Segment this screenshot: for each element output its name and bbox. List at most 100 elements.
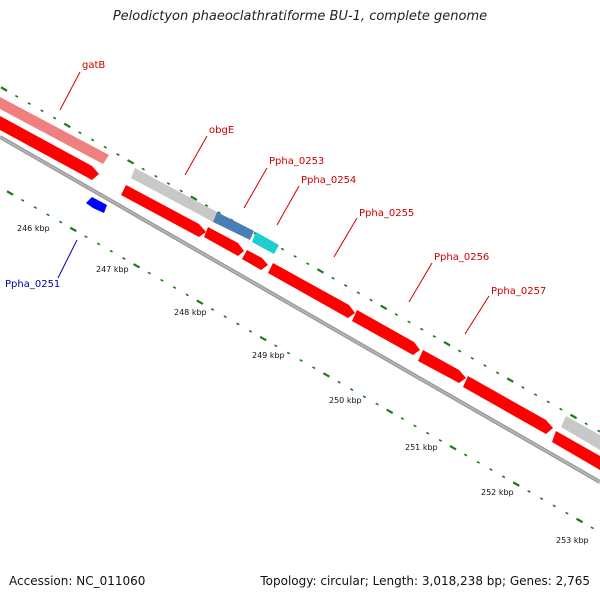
rna-feature-obgE[interactable] (131, 168, 217, 222)
gene-label-ppha0251[interactable]: Ppha_0251 (5, 279, 60, 290)
kbp-tick (449, 445, 457, 451)
gene-ppha0255[interactable] (268, 263, 355, 318)
kbp-tick (527, 489, 531, 493)
kbp-tick (375, 402, 379, 406)
kbp-label: 252 kbp (481, 488, 514, 497)
rna-feature-right[interactable] (561, 416, 600, 450)
outer-tick (559, 407, 563, 411)
map-title: Pelodictyon phaeoclathratiforme BU-1, co… (112, 9, 488, 24)
outer-tick (63, 122, 71, 129)
kbp-label-layer: 246 kbp 247 kbp 248 kbp 249 kbp 250 kbp … (17, 224, 589, 545)
gene-label-ppha0257[interactable]: Ppha_0257 (491, 286, 546, 297)
backbone (0, 135, 600, 484)
gene-ppha0254-outer[interactable] (252, 232, 279, 254)
kbp-tick (322, 372, 331, 378)
gene-ppha0256[interactable] (352, 310, 420, 355)
label-leaders (57, 71, 490, 335)
gene-gatB-outer[interactable] (0, 97, 109, 164)
outer-tick (584, 422, 588, 426)
genome-summary-text: Topology: circular; Length: 3,018,238 bp… (260, 574, 590, 588)
kbp-tick (172, 286, 177, 290)
gene-ppha0258[interactable] (463, 376, 553, 434)
outer-tick (356, 291, 361, 295)
kbp-label: 250 kbp (329, 396, 362, 405)
kbp-tick (132, 263, 141, 269)
gene-ppha0257[interactable] (418, 350, 466, 383)
gene-ppha0254[interactable] (242, 250, 268, 270)
kbp-tick (476, 460, 481, 464)
kbp-tick (386, 408, 394, 415)
kbp-tick (33, 206, 38, 209)
gene-obgE[interactable] (121, 185, 206, 237)
kbp-tick (6, 190, 14, 196)
outer-tick (217, 211, 221, 215)
outer-tick (293, 254, 297, 258)
kbp-tick (565, 511, 569, 515)
kbp-tick (69, 226, 77, 233)
kbp-tick (413, 424, 417, 428)
kbp-tick (286, 351, 291, 355)
kbp-tick (350, 388, 354, 391)
kbp-tick-track (6, 190, 594, 530)
gene-ppha0253-outer[interactable] (213, 212, 254, 240)
outer-tick (546, 400, 550, 404)
outer-tick (154, 174, 158, 178)
kbp-tick (552, 504, 556, 508)
outer-tick (443, 341, 451, 347)
kbp-tick (400, 417, 405, 421)
outer-tick (78, 131, 82, 135)
gene-ppha0251[interactable] (86, 197, 107, 213)
gene-label-ppha0254[interactable]: Ppha_0254 (301, 175, 356, 186)
outer-tick (90, 138, 95, 142)
outer-tick (495, 371, 500, 375)
kbp-tick (438, 438, 443, 442)
kbp-label: 253 kbp (556, 536, 589, 545)
outer-tick (506, 377, 514, 383)
kbp-tick (501, 475, 506, 479)
gene-gatB[interactable] (0, 116, 99, 180)
outer-tick (380, 304, 388, 311)
kbp-tick (274, 344, 278, 348)
outer-tick (280, 247, 285, 251)
kbp-tick (58, 220, 63, 224)
outer-tick (306, 262, 310, 266)
gene-label-ppha0255[interactable]: Ppha_0255 (359, 208, 414, 219)
outer-tick (40, 109, 44, 113)
kbp-tick (160, 278, 164, 282)
feature-track (0, 97, 600, 470)
kbp-tick (425, 431, 430, 435)
kbp-tick (575, 517, 584, 524)
kbp-tick (109, 249, 113, 253)
outer-tick (190, 195, 198, 201)
gene-ppha0259[interactable] (552, 431, 600, 470)
gene-label-ppha0256[interactable]: Ppha_0256 (434, 252, 489, 263)
kbp-tick (259, 335, 267, 342)
outer-tick (14, 94, 19, 98)
kbp-tick (337, 380, 341, 384)
kbp-tick (46, 213, 50, 217)
kbp-tick (312, 366, 316, 370)
gene-label-obgE[interactable]: obgE (209, 125, 234, 136)
kbp-tick (96, 242, 101, 246)
kbp-label: 249 kbp (252, 351, 285, 360)
gene-label-layer: gatB obgE Ppha_0253 Ppha_0254 Ppha_0255 … (5, 60, 546, 297)
outer-tick (179, 189, 183, 193)
outer-tick (457, 349, 462, 353)
outer-tick (316, 268, 325, 274)
outer-tick (407, 320, 411, 324)
gene-label-gatB[interactable]: gatB (82, 60, 105, 71)
outer-tick (166, 182, 171, 186)
kbp-tick (248, 329, 253, 333)
kbp-label: 251 kbp (405, 443, 438, 452)
kbp-tick (590, 526, 594, 530)
kbp-tick (122, 257, 126, 260)
gene-ppha0253[interactable] (204, 227, 244, 256)
outer-tick (521, 385, 525, 389)
outer-tick (483, 364, 487, 367)
gene-label-ppha0253[interactable]: Ppha_0253 (269, 156, 324, 167)
kbp-label: 248 kbp (174, 308, 207, 317)
kbp-label: 246 kbp (17, 224, 50, 233)
kbp-tick (210, 308, 215, 311)
outer-tick (52, 116, 57, 120)
